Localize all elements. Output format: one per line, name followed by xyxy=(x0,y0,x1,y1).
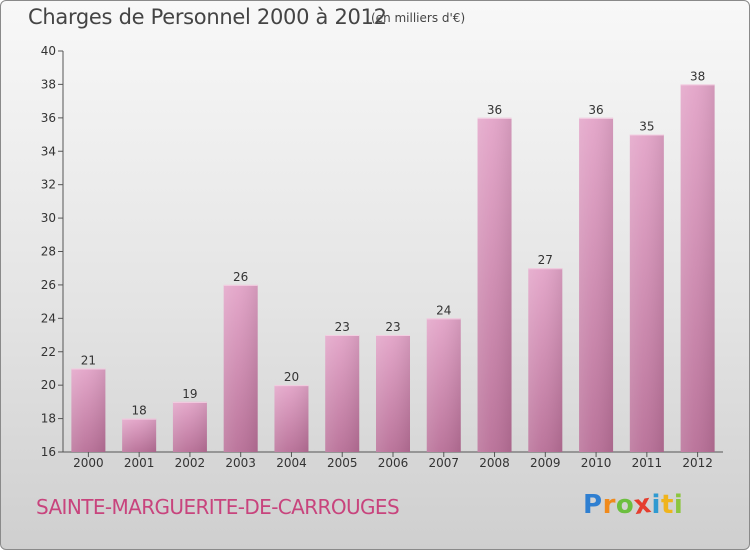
data-label: 35 xyxy=(639,120,654,134)
bars xyxy=(71,84,715,453)
data-label: 24 xyxy=(436,303,451,317)
x-tick-label: 2006 xyxy=(378,456,409,470)
logo-letter: t xyxy=(660,490,674,520)
y-tick-label: 24 xyxy=(41,311,56,325)
commune-name: SAINTE-MARGUERITE-DE-CARROUGES xyxy=(36,495,400,519)
bar-shading xyxy=(122,418,157,452)
data-label: 18 xyxy=(132,404,147,418)
data-label: 36 xyxy=(588,103,603,117)
data-label: 38 xyxy=(690,69,705,83)
bar-shading xyxy=(223,284,258,452)
y-tick-label: 16 xyxy=(41,445,56,459)
x-tick-label: 2005 xyxy=(327,456,358,470)
x-tick-label: 2010 xyxy=(581,456,612,470)
bar-shading xyxy=(528,268,563,452)
bar-shading xyxy=(426,318,461,452)
data-label: 26 xyxy=(233,270,248,284)
bar-shading xyxy=(629,134,664,452)
data-label: 27 xyxy=(538,253,553,267)
axes: 16 18 20 22 24 26 28 30 32 34 36 38 40 2000 2001 2002 20… xyxy=(41,44,723,470)
proxiti-logo: Proxiti xyxy=(583,488,684,522)
data-labels: 21 18 19 26 20 23 23 24 36 27 36 35 38 xyxy=(81,69,706,417)
x-tick-label: 2008 xyxy=(479,456,510,470)
chart-subtitle: (en milliers d'€) xyxy=(371,11,466,25)
x-tick-label: 2001 xyxy=(124,456,155,470)
logo-letter: i xyxy=(651,490,661,520)
bar-shading xyxy=(71,368,106,452)
bar-shading xyxy=(579,117,614,452)
logo-letter: r xyxy=(602,490,616,520)
y-tick-label: 38 xyxy=(41,77,56,91)
y-tick-label: 28 xyxy=(41,245,56,259)
logo-letter: o xyxy=(615,490,635,520)
bar-shading xyxy=(274,385,309,452)
bar-shading xyxy=(172,401,207,452)
y-tick-label: 18 xyxy=(41,412,56,426)
data-label: 23 xyxy=(335,320,350,334)
data-label: 19 xyxy=(182,387,197,401)
x-tick-label: 2009 xyxy=(530,456,561,470)
chart-title: Charges de Personnel 2000 à 2012 xyxy=(28,5,387,29)
y-tick-label: 20 xyxy=(41,378,56,392)
y-tick-label: 32 xyxy=(41,178,56,192)
y-tick-label: 26 xyxy=(41,278,56,292)
x-tick-label: 2007 xyxy=(428,456,459,470)
bar-shading xyxy=(680,84,715,453)
x-tick-label: 2011 xyxy=(632,456,663,470)
y-tick-label: 36 xyxy=(41,111,56,125)
logo-letter: x xyxy=(632,488,654,522)
y-tick-label: 22 xyxy=(41,345,56,359)
data-label: 21 xyxy=(81,353,96,367)
y-tick-label: 34 xyxy=(41,144,56,158)
y-tick-label: 30 xyxy=(41,211,56,225)
x-tick-label: 2012 xyxy=(682,456,713,470)
y-tick-label: 40 xyxy=(41,44,56,58)
x-tick-label: 2002 xyxy=(175,456,206,470)
data-label: 20 xyxy=(284,370,299,384)
bar-shading xyxy=(325,335,360,452)
bar-shading xyxy=(477,117,512,452)
data-label: 23 xyxy=(385,320,400,334)
bar-shading xyxy=(376,335,410,452)
logo-letter: P xyxy=(583,490,603,520)
x-tick-label: 2003 xyxy=(225,456,256,470)
data-label: 36 xyxy=(487,103,502,117)
logo-letter: i xyxy=(673,490,684,520)
x-tick-label: 2004 xyxy=(276,456,307,470)
x-tick-label: 2000 xyxy=(73,456,104,470)
